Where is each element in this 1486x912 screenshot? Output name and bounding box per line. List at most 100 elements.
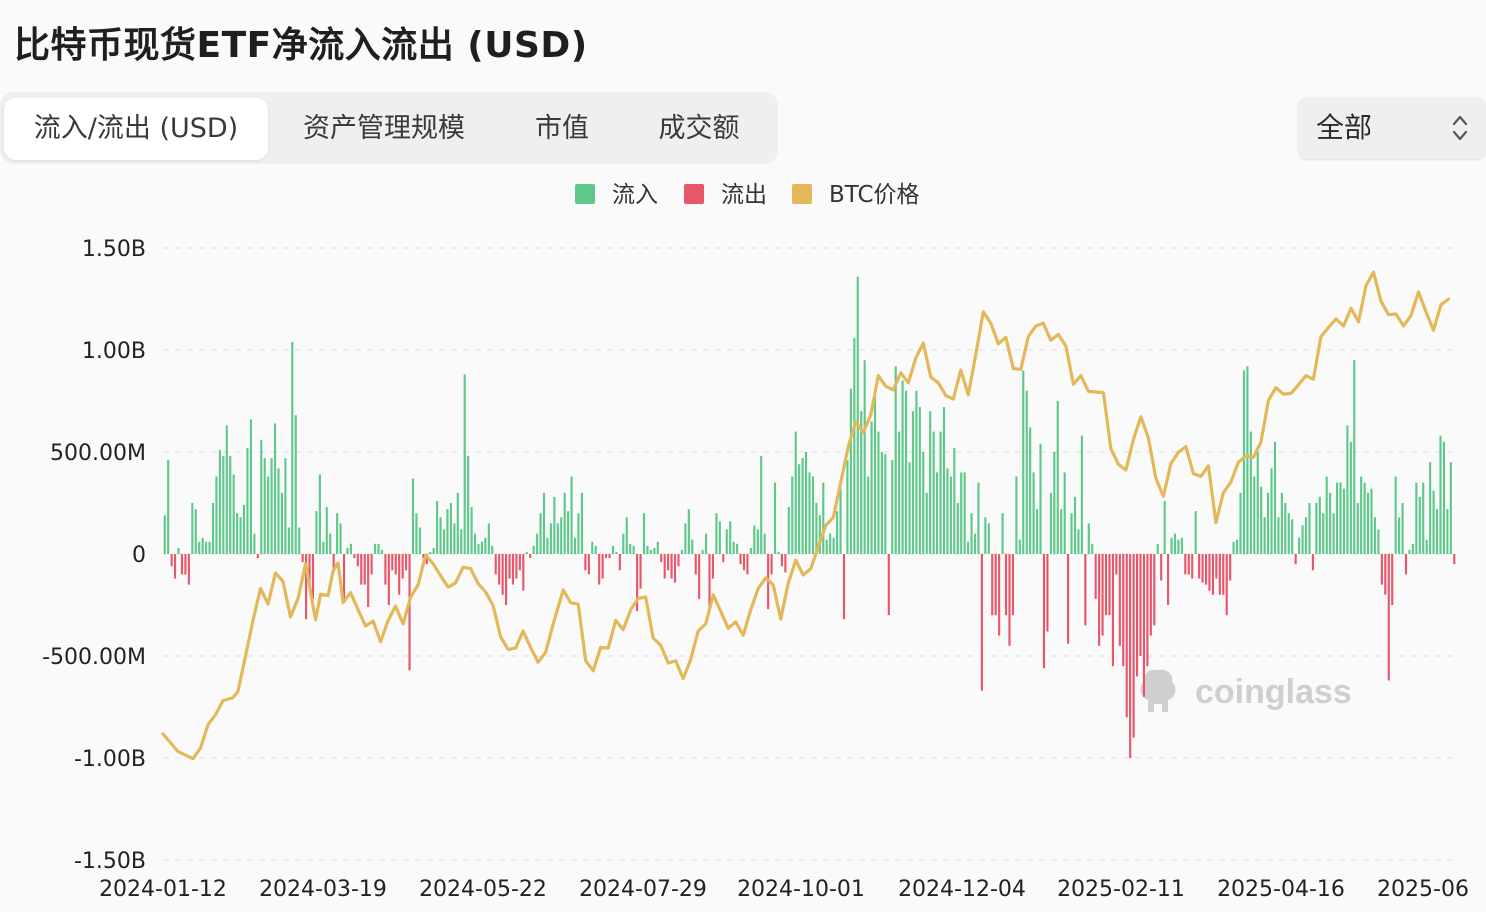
inflow-bar — [1363, 482, 1366, 554]
inflow-bar — [970, 513, 973, 554]
outflow-bar — [170, 554, 173, 567]
outflow-bar — [722, 554, 725, 563]
outflow-bar — [1142, 554, 1146, 697]
outflow-bar — [770, 554, 773, 575]
inflow-bar — [453, 523, 456, 554]
inflow-bar — [718, 521, 721, 554]
inflow-bar — [763, 533, 766, 554]
outflow-bar — [660, 554, 663, 563]
inflow-bar — [942, 407, 946, 554]
inflow-bar — [808, 472, 811, 554]
legend-label: 流入 — [612, 182, 658, 208]
inflow-bar — [1401, 503, 1404, 554]
outflow-bar — [1139, 554, 1142, 656]
inflow-bar — [929, 411, 932, 554]
outflow-bar — [515, 554, 518, 579]
outflow-bar — [356, 554, 359, 567]
outflow-bar — [398, 554, 401, 595]
inflow-bar — [1273, 441, 1277, 554]
inflow-bar — [1449, 462, 1452, 554]
x-tick-label: 2025-04-16 — [1217, 877, 1345, 902]
outflow-bar — [746, 554, 749, 575]
outflow-bar — [494, 554, 497, 575]
tab-market-cap[interactable]: 市值 — [535, 113, 589, 144]
outflow-bar — [1008, 554, 1011, 646]
inflow-bar — [849, 388, 852, 554]
inflow-bar — [570, 476, 573, 554]
inflow-bar — [632, 545, 635, 554]
inflow-bar — [894, 366, 897, 554]
inflow-bar — [287, 527, 290, 554]
inflow-bar — [449, 503, 452, 554]
inflow-bar — [1253, 476, 1256, 554]
inflow-bar — [1439, 435, 1442, 554]
inflow-bar — [1367, 492, 1370, 554]
inflow-bar — [284, 458, 287, 554]
inflow-bar — [239, 517, 242, 554]
tab-aum[interactable]: 资产管理规模 — [303, 113, 465, 144]
inflow-bar — [294, 415, 297, 554]
outflow-bar — [663, 554, 666, 579]
outflow-bar — [739, 554, 742, 565]
inflow-bar — [1411, 543, 1414, 554]
outflow-bar — [587, 554, 590, 575]
inflow-bar — [625, 517, 628, 554]
inflow-bar — [560, 517, 563, 554]
inflow-bar — [1284, 503, 1287, 554]
inflow-bar — [208, 541, 211, 554]
inflow-bar — [1060, 509, 1063, 554]
inflow-bar — [801, 458, 804, 554]
outflow-bar — [1191, 554, 1194, 579]
tab-volume[interactable]: 成交额 — [658, 113, 740, 144]
watermark: coinglass — [1140, 669, 1352, 712]
outflow-bar — [332, 554, 335, 573]
inflow-bar — [939, 431, 942, 554]
inflow-bar — [1308, 503, 1311, 554]
outflow-bar — [1094, 554, 1097, 599]
outflow-bar — [1294, 554, 1297, 565]
inflow-bar — [877, 431, 880, 554]
inflow-bar — [946, 468, 949, 554]
inflow-bar — [436, 500, 439, 554]
inflow-bar — [829, 533, 832, 554]
inflow-bar — [1163, 500, 1166, 554]
inflow-bar — [1063, 472, 1066, 554]
outflow-bar — [1111, 554, 1114, 667]
outflow-bar — [1204, 554, 1208, 585]
outflow-bar — [1125, 554, 1128, 718]
inflow-bar — [1325, 476, 1328, 554]
inflow-bar — [904, 390, 908, 554]
outflow-bar — [1380, 554, 1383, 585]
inflow-bar — [1039, 443, 1042, 554]
inflow-bar — [646, 545, 649, 554]
inflow-bar — [1173, 533, 1177, 554]
outflow-bar — [1149, 554, 1152, 636]
inflow-bar — [1270, 468, 1273, 554]
outflow-bar — [498, 554, 501, 585]
inflow-bar — [856, 276, 859, 554]
inflow-bar — [1260, 486, 1263, 554]
inflow-bar — [963, 472, 966, 554]
outflow-bar — [353, 554, 356, 559]
inflow-bar — [818, 515, 821, 554]
inflow-bar — [1301, 525, 1304, 554]
outflow-bar — [518, 554, 521, 571]
inflow-bar — [867, 476, 870, 554]
outflow-bar — [604, 554, 608, 559]
inflow-bar — [236, 513, 239, 554]
range-select[interactable]: 全部 — [1298, 97, 1486, 159]
tab-inflow-outflow[interactable]: 流入/流出 (USD) — [4, 98, 268, 160]
inflow-bar — [194, 509, 197, 554]
outflow-bar — [1222, 554, 1225, 595]
inflow-bar — [277, 468, 280, 554]
inflow-bar — [1408, 549, 1411, 554]
outflow-bar — [508, 554, 511, 579]
y-tick-label: -1.50B — [74, 849, 146, 874]
inflow-bar — [211, 503, 215, 554]
inflow-bar — [322, 541, 325, 554]
outflow-bar — [998, 554, 1001, 636]
legend-label: BTC价格 — [829, 182, 920, 208]
outflow-bar — [1167, 554, 1170, 605]
outflow-bar — [1218, 554, 1221, 595]
inflow-bar — [684, 523, 687, 554]
